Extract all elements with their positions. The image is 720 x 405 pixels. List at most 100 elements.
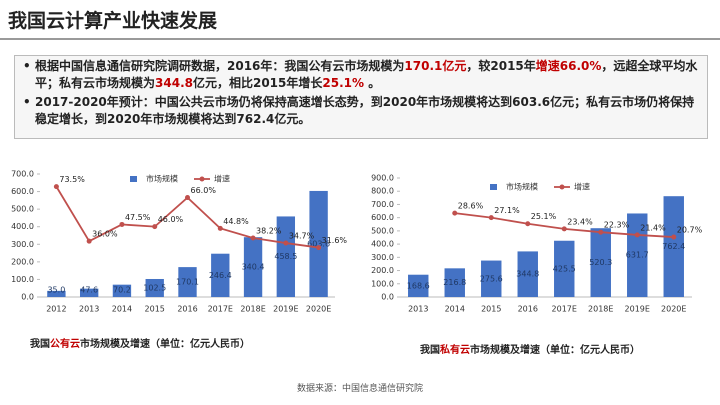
bullet-text: ，远超全球平均水平；私有云市场规模为 [35,59,698,90]
legend-label: 市场规模 [506,182,538,192]
bar-label: 631.7 [626,251,649,260]
bar-label: 425.5 [553,264,576,273]
bar-label: 170.1 [176,278,199,287]
bar [517,251,538,297]
bar [444,268,465,297]
line-label: 21.4% [640,223,666,232]
line-label: 38.2% [256,226,282,235]
y-tick-label: 200.0 [11,257,34,266]
bar [211,253,230,297]
y-tick-label: 0.0 [381,293,394,302]
line-marker [152,224,158,230]
line-label: 46.0% [158,215,184,224]
bar [276,216,296,297]
line-marker [488,215,494,221]
x-tick-label: 2017E [208,305,233,314]
bullet-text: 根据中国信息通信研究院调研数据，2016年：我国公有云市场规模为 [35,59,405,73]
y-tick-label: 600.0 [371,213,394,222]
source: 数据来源：中国信息通信研究院 [296,384,423,394]
legend-swatch [130,176,137,182]
bar [243,237,263,297]
y-tick-label: 300.0 [371,253,394,262]
chart-title-text: 我国 [30,339,50,350]
y-tick-label: 500.0 [371,226,394,235]
line-marker [525,221,531,227]
bullet-text: 2017-2020年预计：中国公共云市场仍将保持高速增长态势，到2020年市场规… [35,95,695,126]
bar-label: 340.4 [242,263,265,272]
title-rule [0,38,720,40]
line-label: 28.6% [458,202,484,211]
bar-label: 168.6 [407,281,430,290]
bar-label: 603.6 [307,239,330,248]
bar-label: 520.3 [589,258,612,267]
x-tick-label: 2018E [588,305,613,314]
bullet-box: 根据中国信息通信研究院调研数据，2016年：我国公有云市场规模为170.1亿元，… [14,55,708,139]
y-tick-label: 0.0 [21,293,34,302]
chart-title: 我国公有云市场规模及增速（单位：亿元人民币） [30,335,250,350]
bullet-text: 增速66.0% [535,59,602,73]
line-marker [250,235,256,241]
y-tick-label: 700.0 [11,170,34,179]
y-tick-label: 300.0 [11,240,34,249]
bar-label: 458.5 [274,252,297,261]
bullet-text: 亿元，相比2015年增长 [192,76,323,90]
line-marker [634,232,640,238]
bullet-text: 344.8 [155,76,193,90]
line-marker [119,221,125,227]
bullet-text: 25.1% [322,76,365,90]
legend-label: 增速 [214,174,230,184]
y-tick-label: 100.0 [11,275,34,284]
bar [145,278,164,297]
bullet: 根据中国信息通信研究院调研数据，2016年：我国公有云市场规模为170.1亿元，… [23,58,699,92]
line-label: 44.8% [223,217,249,226]
x-tick-label: 2014 [445,305,465,314]
bullet: 2017-2020年预计：中国公共云市场仍将保持高速增长态势，到2020年市场规… [23,94,699,128]
bullet-text: 。 [364,76,381,90]
x-tick-label: 2018E [240,305,265,314]
bar-label: 70.2 [113,286,131,295]
bar [47,290,66,297]
line-marker [452,210,458,216]
line-label: 27.1% [494,206,520,215]
line-marker [598,229,604,235]
bar [408,274,429,297]
chart-title-text: 公有云 [50,339,80,350]
y-tick-label: 700.0 [371,200,394,209]
bar-label: 275.6 [480,274,503,283]
bar-label: 762.4 [662,242,685,251]
legend-swatch [199,176,205,182]
bullet-text: ，较2015年 [466,59,536,73]
legend-label: 增速 [574,182,590,192]
y-tick-label: 100.0 [371,279,394,288]
bar [554,240,575,297]
bar [590,228,611,297]
line-marker [316,245,322,251]
chart-title: 我国私有云市场规模及增速（单位：亿元人民币） [420,341,640,356]
line-label: 25.1% [531,212,557,221]
line-marker [86,238,92,244]
bar-label: 47.6 [80,286,98,295]
chart-title-text: 市场规模及增速（单位：亿元人民币） [470,345,640,356]
slide-title: 我国云计算产业快速发展 [8,10,218,32]
bar [663,196,684,297]
x-tick-label: 2016 [177,305,197,314]
line-label: 34.7% [289,232,315,241]
line-marker [185,195,190,201]
x-tick-label: 2016 [518,305,538,314]
chart-title-text: 市场规模及增速（单位：亿元人民币） [80,339,250,350]
x-tick-label: 2020E [661,305,686,314]
y-tick-label: 400.0 [11,222,34,231]
bar-label: 246.4 [209,271,232,280]
line-marker [671,234,677,240]
x-tick-label: 2020E [306,305,331,314]
legend-swatch [559,184,565,190]
bar [79,288,99,297]
line-label: 73.5% [59,175,85,184]
y-tick-label: 400.0 [371,240,394,249]
line-label: 20.7% [677,226,703,235]
bar [112,284,132,297]
line-marker [53,184,59,190]
line-marker [283,240,289,246]
